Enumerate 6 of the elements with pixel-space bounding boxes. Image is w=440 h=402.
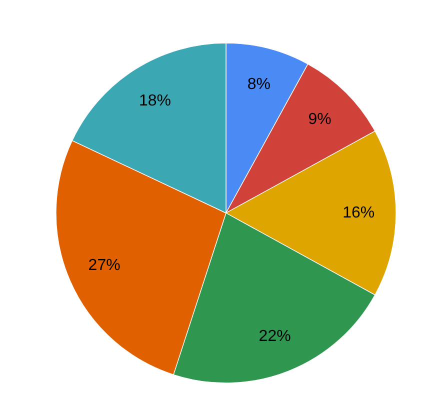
data-label: 16% bbox=[342, 204, 375, 222]
data-label: 18% bbox=[138, 92, 171, 110]
data-label: 9% bbox=[308, 110, 332, 128]
data-label: 8% bbox=[247, 76, 271, 94]
data-label: 22% bbox=[258, 328, 291, 345]
data-label: 27% bbox=[88, 257, 120, 274]
